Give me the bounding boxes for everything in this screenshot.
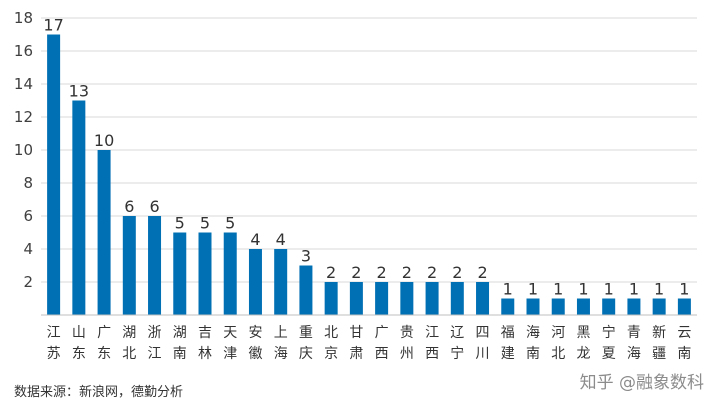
x-tick-label: 上海: [274, 325, 288, 362]
data-label: 17: [43, 16, 63, 35]
gridlines: [41, 17, 697, 283]
x-tick-label: 湖北: [122, 325, 136, 362]
bar-吉林: [198, 232, 212, 315]
x-tick-label: 重庆: [299, 325, 313, 362]
x-tick-label: 青海: [627, 325, 641, 362]
data-label: 1: [679, 280, 689, 299]
data-label: 2: [477, 263, 487, 282]
bar-云南: [677, 298, 691, 315]
x-tick-label: 河北: [551, 325, 565, 362]
x-tick-label: 湖南: [173, 325, 187, 362]
data-label: 4: [250, 230, 260, 249]
bar-宁夏: [602, 298, 616, 315]
bar-甘肃: [349, 282, 363, 315]
y-tick-label: 18: [14, 9, 33, 27]
bars: [47, 34, 691, 315]
data-label: 4: [276, 230, 286, 249]
y-axis: 2 4 6 8 10 12 14 16 18: [14, 9, 33, 291]
bar-江苏: [47, 34, 61, 315]
y-tick-label: 16: [14, 42, 33, 60]
data-label: 5: [175, 214, 185, 233]
data-label: 1: [528, 280, 538, 299]
data-label: 5: [225, 214, 235, 233]
bar-重庆: [299, 265, 313, 315]
bar-北京: [324, 282, 338, 315]
bar-浙江: [148, 216, 162, 315]
y-tick-label: 6: [23, 207, 33, 225]
data-label: 6: [149, 197, 159, 216]
x-tick-label: 海南: [526, 325, 540, 362]
data-label: 2: [326, 263, 336, 282]
bar-山东: [72, 100, 86, 315]
bar-福建: [501, 298, 515, 315]
x-tick-label: 新疆: [652, 325, 666, 362]
data-label: 1: [654, 280, 664, 299]
x-tick-label: 贵州: [400, 325, 414, 362]
bar-海南: [526, 298, 540, 315]
bar-四川: [476, 282, 490, 315]
data-label: 10: [94, 131, 114, 150]
bar-上海: [274, 249, 288, 315]
data-label: 1: [578, 280, 588, 299]
watermark: 知乎 @融象数科: [579, 373, 704, 393]
bar-黑龙: [576, 298, 590, 315]
x-tick-label: 天津: [223, 325, 237, 362]
x-tick-label: 辽宁: [450, 325, 464, 362]
y-tick-label: 12: [14, 108, 33, 126]
data-label: 13: [69, 82, 89, 101]
data-label: 2: [427, 263, 437, 282]
y-tick-label: 2: [23, 273, 33, 291]
data-label: 1: [553, 280, 563, 299]
x-tick-label: 江西: [425, 325, 439, 362]
x-tick-label: 四川: [476, 325, 490, 362]
x-tick-label: 宁夏: [602, 324, 616, 362]
x-tick-label: 吉林: [198, 325, 212, 362]
y-tick-label: 4: [23, 240, 33, 258]
bar-河北: [551, 298, 565, 315]
data-label: 2: [452, 263, 462, 282]
bar-天津: [223, 232, 237, 315]
x-tick-label: 广东: [97, 325, 111, 362]
bar-安徽: [248, 249, 262, 315]
x-tick-label: 福建: [501, 325, 515, 362]
data-label: 5: [200, 214, 210, 233]
x-tick-label: 黑龙: [576, 325, 590, 362]
data-label: 2: [351, 263, 361, 282]
bar-湖北: [122, 216, 136, 315]
x-tick-label: 甘肃: [349, 325, 363, 362]
x-tick-label: 安徽: [248, 325, 262, 362]
y-tick-label: 10: [14, 141, 33, 159]
data-label: 2: [402, 263, 412, 282]
data-label: 1: [629, 280, 639, 299]
x-axis: 江苏山东广东湖北浙江湖南吉林天津安徽上海重庆北京甘肃广西贵州江西辽宁四川福建海南…: [41, 314, 697, 362]
y-tick-label: 14: [14, 75, 33, 93]
bar-江西: [425, 282, 439, 315]
x-tick-label: 浙江: [148, 325, 162, 362]
bar-广西: [375, 282, 389, 315]
source-note: 数据来源：新浪网，德勤分析: [14, 385, 184, 400]
bar-青海: [627, 298, 641, 315]
bar-辽宁: [450, 282, 464, 315]
x-tick-label: 云南: [677, 325, 691, 362]
x-tick-label: 山东: [72, 325, 86, 362]
bar-湖南: [173, 232, 187, 315]
x-tick-label: 北京: [324, 325, 338, 362]
bar-贵州: [400, 282, 414, 315]
bar-广东: [97, 150, 111, 315]
data-label: 3: [301, 247, 311, 266]
y-tick-label: 8: [23, 174, 33, 192]
bar-新疆: [652, 298, 666, 315]
x-tick-label: 广西: [375, 325, 389, 362]
data-label: 1: [604, 280, 614, 299]
data-label: 2: [377, 263, 387, 282]
x-tick-label: 江苏: [47, 325, 61, 362]
data-label: 6: [124, 197, 134, 216]
data-label: 1: [503, 280, 513, 299]
